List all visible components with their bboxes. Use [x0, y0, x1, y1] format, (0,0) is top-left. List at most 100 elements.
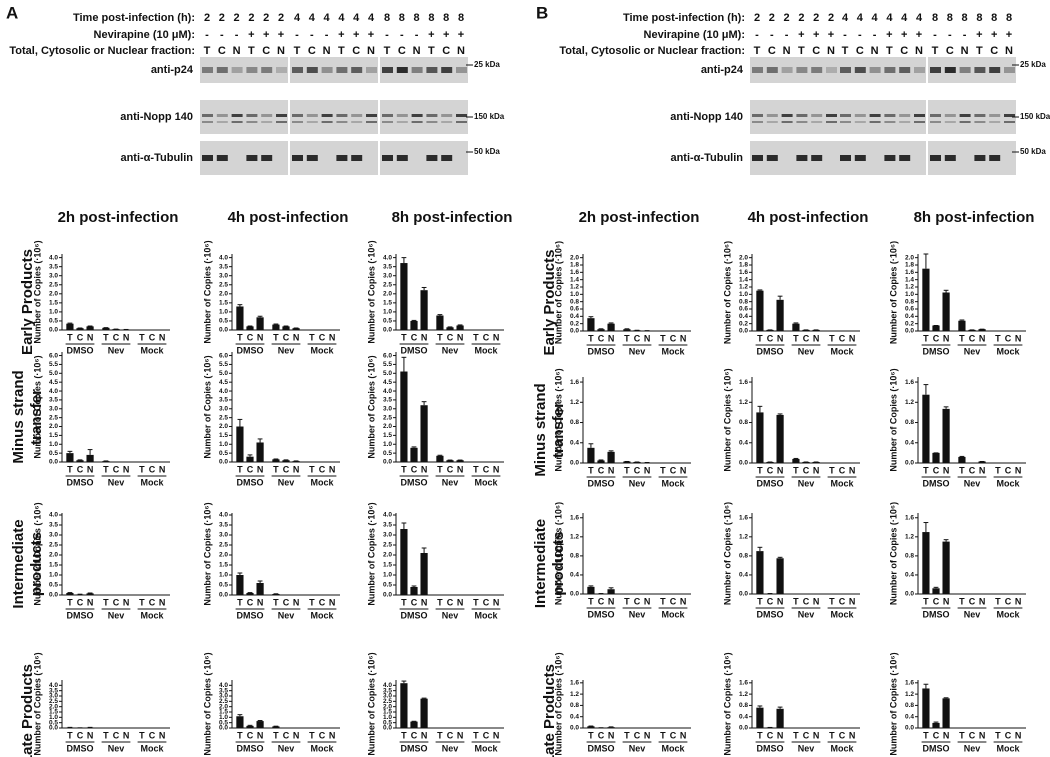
- blot-band: [246, 155, 258, 161]
- category-label: N: [979, 730, 986, 740]
- category-label: N: [849, 730, 856, 740]
- y-tick-label: 1.0: [383, 309, 392, 316]
- blot-band: [869, 121, 881, 123]
- category-label: T: [624, 730, 630, 740]
- y-axis-label: Number of Copies (·10⁶): [888, 241, 898, 344]
- y-tick-label: 2.0: [570, 254, 579, 261]
- category-label: C: [113, 464, 120, 474]
- y-tick-label: 1.5: [219, 300, 228, 307]
- y-tick-label: 1.8: [570, 262, 579, 269]
- bar: [802, 461, 810, 463]
- y-tick-label: 0.4: [739, 713, 748, 720]
- blot-label: anti-Nopp 140: [670, 111, 743, 123]
- category-label: N: [493, 597, 500, 607]
- category-label: C: [598, 730, 605, 740]
- y-tick-label: 3.0: [49, 405, 58, 412]
- category-label: T: [139, 597, 145, 607]
- y-tick-label: 4.0: [383, 682, 392, 689]
- category-label: C: [803, 730, 810, 740]
- category-label: C: [1005, 730, 1012, 740]
- bar: [623, 461, 631, 463]
- y-axis-label: Number of Copies (·10⁶): [32, 355, 42, 458]
- y-tick-label: 2.0: [383, 552, 392, 559]
- marker-label: 50 kDa: [474, 147, 500, 156]
- y-tick-label: 4.0: [219, 388, 228, 395]
- lane-label: N: [367, 45, 375, 57]
- blot-band: [456, 121, 467, 123]
- blot-band: [441, 67, 453, 73]
- group-label: DMSO: [757, 609, 784, 619]
- category-label: T: [309, 332, 315, 342]
- category-label: T: [757, 333, 763, 343]
- category-label: C: [634, 730, 641, 740]
- category-label: N: [608, 465, 615, 475]
- bar: [756, 551, 764, 594]
- y-tick-label: 3.0: [49, 693, 58, 700]
- y-tick-label: 0.4: [739, 572, 748, 579]
- group-label: DMSO: [588, 609, 615, 619]
- blot-band: [811, 121, 823, 123]
- y-tick-label: 2.5: [383, 698, 392, 705]
- row-label: Minus strand: [10, 370, 27, 463]
- y-tick-label: 2.5: [49, 542, 58, 549]
- y-tick-label: 2.5: [49, 414, 58, 421]
- category-label: N: [644, 596, 651, 606]
- lane-label: 8: [443, 12, 449, 24]
- bar: [102, 461, 110, 462]
- group-label: Nev: [629, 346, 646, 356]
- category-label: C: [767, 333, 774, 343]
- category-label: C: [283, 464, 290, 474]
- bar: [922, 394, 930, 463]
- category-label: C: [969, 730, 976, 740]
- group-label: Mock: [140, 743, 164, 753]
- category-label: N: [421, 464, 428, 474]
- blot-band: [231, 121, 243, 123]
- y-tick-label: 3.5: [49, 522, 58, 529]
- category-label: C: [969, 465, 976, 475]
- category-label: N: [123, 597, 130, 607]
- y-tick-label: 0.5: [383, 450, 392, 457]
- category-label: N: [329, 332, 336, 342]
- category-label: N: [943, 730, 950, 740]
- lane-label: -: [325, 29, 329, 41]
- lane-label: 2: [798, 12, 804, 24]
- bar: [932, 588, 940, 594]
- y-tick-label: 3.5: [219, 397, 228, 404]
- category-label: T: [309, 464, 315, 474]
- y-tick-label: 0.0: [739, 460, 748, 467]
- y-tick-label: 0.4: [905, 572, 914, 579]
- column-title: 8h post-infection: [392, 209, 513, 226]
- bar: [272, 459, 280, 462]
- y-tick-label: 0.4: [905, 313, 914, 320]
- bar: [246, 593, 254, 595]
- y-tick-label: 3.0: [383, 532, 392, 539]
- blot-band: [944, 114, 956, 117]
- bar: [282, 326, 290, 330]
- y-tick-label: 0.8: [570, 298, 579, 305]
- y-tick-label: 1.5: [219, 432, 228, 439]
- blot-band: [752, 121, 763, 123]
- bar: [766, 461, 774, 463]
- blot-band: [930, 114, 941, 117]
- category-label: T: [959, 333, 965, 343]
- lane-label: 4: [294, 12, 301, 24]
- category-label: T: [660, 596, 666, 606]
- bar: [420, 698, 428, 728]
- category-label: C: [447, 597, 454, 607]
- group-label: Mock: [474, 477, 498, 487]
- lane-label: N: [871, 45, 879, 57]
- bar: [776, 708, 784, 728]
- category-label: T: [829, 596, 835, 606]
- lane-label: +: [798, 29, 804, 41]
- bar: [86, 454, 94, 462]
- blot-band: [321, 121, 333, 123]
- category-label: T: [437, 464, 443, 474]
- category-label: C: [411, 597, 418, 607]
- y-tick-label: 1.0: [383, 572, 392, 579]
- y-tick-label: 4.0: [383, 254, 392, 261]
- y-tick-label: 0.8: [570, 553, 579, 560]
- y-tick-label: 0.8: [905, 298, 914, 305]
- blot-band: [246, 67, 258, 73]
- blot-band: [826, 121, 837, 123]
- blot-band: [796, 67, 808, 73]
